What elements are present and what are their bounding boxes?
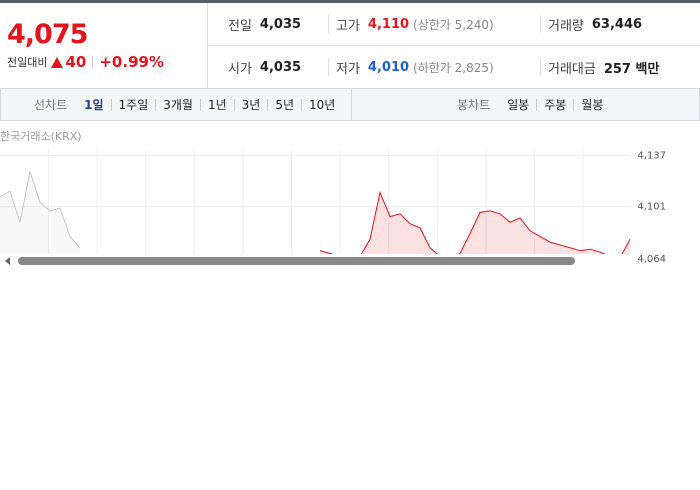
period-tab[interactable]: 5년 [267, 98, 301, 111]
summary-row: 시가 4,035 저가 4,010 (하한가 2,825) 거래대금 257 백만 [208, 46, 700, 88]
price-box: 4,075 전일대비 40 +0.99% [0, 3, 208, 88]
price-line [0, 171, 81, 249]
value: 4,010 [367, 59, 410, 75]
summary-cell: 거래대금 257 백만 [548, 46, 659, 88]
label: 전일 [228, 18, 252, 34]
candle-tab[interactable]: 월봉 [573, 98, 610, 111]
y-tick-label: 4,064 [637, 254, 666, 265]
divider [351, 89, 352, 120]
summary-cell: 거래량 63,446 [548, 3, 642, 45]
divider [540, 58, 541, 76]
label: 고가 [336, 18, 360, 34]
summary-grid: 전일 4,035 고가 4,110 (상한가 5,240) 거래량 63,446 시가 4,03… [208, 3, 700, 88]
up-arrow [51, 56, 64, 68]
source-label: 한국거래소(KRX) [0, 130, 82, 143]
change-value: 40 [65, 53, 87, 71]
label: 저가 [336, 61, 360, 77]
scrollbar-thumb[interactable] [18, 257, 575, 265]
price-line [319, 190, 631, 254]
change-rate: +0.99% [99, 53, 164, 71]
divider [540, 15, 541, 33]
limit-note: (하한가 2,825) [413, 60, 494, 75]
divider [328, 58, 329, 76]
limit-note: (상한가 5,240) [413, 17, 494, 32]
value: 4,035 [259, 16, 302, 32]
period-tab[interactable]: 1일 [84, 97, 104, 112]
tab-group-label: 봉차트 [457, 98, 491, 112]
label: 거래량 [548, 18, 584, 34]
value: 63,446 [591, 16, 643, 32]
summary-cell: 전일 4,035 [228, 3, 301, 45]
label: 거래대금 [548, 61, 596, 77]
period-tab[interactable]: 1년 [199, 98, 234, 111]
price-area [0, 171, 80, 254]
summary-cell: 시가 4,035 [228, 46, 301, 88]
value: 257 백만 [603, 61, 660, 77]
candle-tab[interactable]: 일봉 [507, 97, 530, 112]
divider [328, 15, 329, 33]
summary-cell: 저가 4,010 (하한가 2,825) [336, 46, 494, 88]
intraday-chart: 한국거래소(KRX) 4,137 4,101 4,064 [0, 130, 700, 270]
candle-tab-group: 봉차트 일봉 주봉 월봉 [457, 89, 610, 120]
current-price: 4,075 [7, 19, 88, 50]
value: 4,035 [259, 59, 302, 75]
period-tab[interactable]: 3년 [233, 98, 268, 111]
candle-tab[interactable]: 주봉 [536, 98, 573, 111]
period-tab[interactable]: 10년 [301, 98, 342, 111]
summary-cell: 고가 4,110 (상한가 5,240) [336, 3, 494, 45]
y-tick-label: 4,137 [637, 151, 666, 162]
value: 4,110 [367, 16, 410, 32]
y-tick-label: 4,101 [637, 202, 666, 213]
change-label: 전일대비 [7, 56, 48, 69]
period-tab[interactable]: 1주일 [110, 98, 156, 111]
period-tab[interactable]: 3개월 [155, 98, 200, 111]
period-tabs: 선차트 1일 1주일 3개월 1년 3년 5년 10년 봉차트 일봉 주봉 월봉 [0, 88, 700, 121]
change-row: 전일대비 40 +0.99% [7, 53, 164, 71]
line-tab-group: 선차트 1일 1주일 3개월 1년 3년 5년 10년 [34, 89, 342, 120]
divider [92, 56, 94, 68]
tab-group-label: 선차트 [34, 98, 68, 112]
label: 시가 [228, 61, 252, 77]
top-bar [0, 0, 700, 3]
scroll-left-arrow[interactable] [5, 257, 10, 265]
summary-row: 전일 4,035 고가 4,110 (상한가 5,240) 거래량 63,446 [208, 3, 700, 46]
